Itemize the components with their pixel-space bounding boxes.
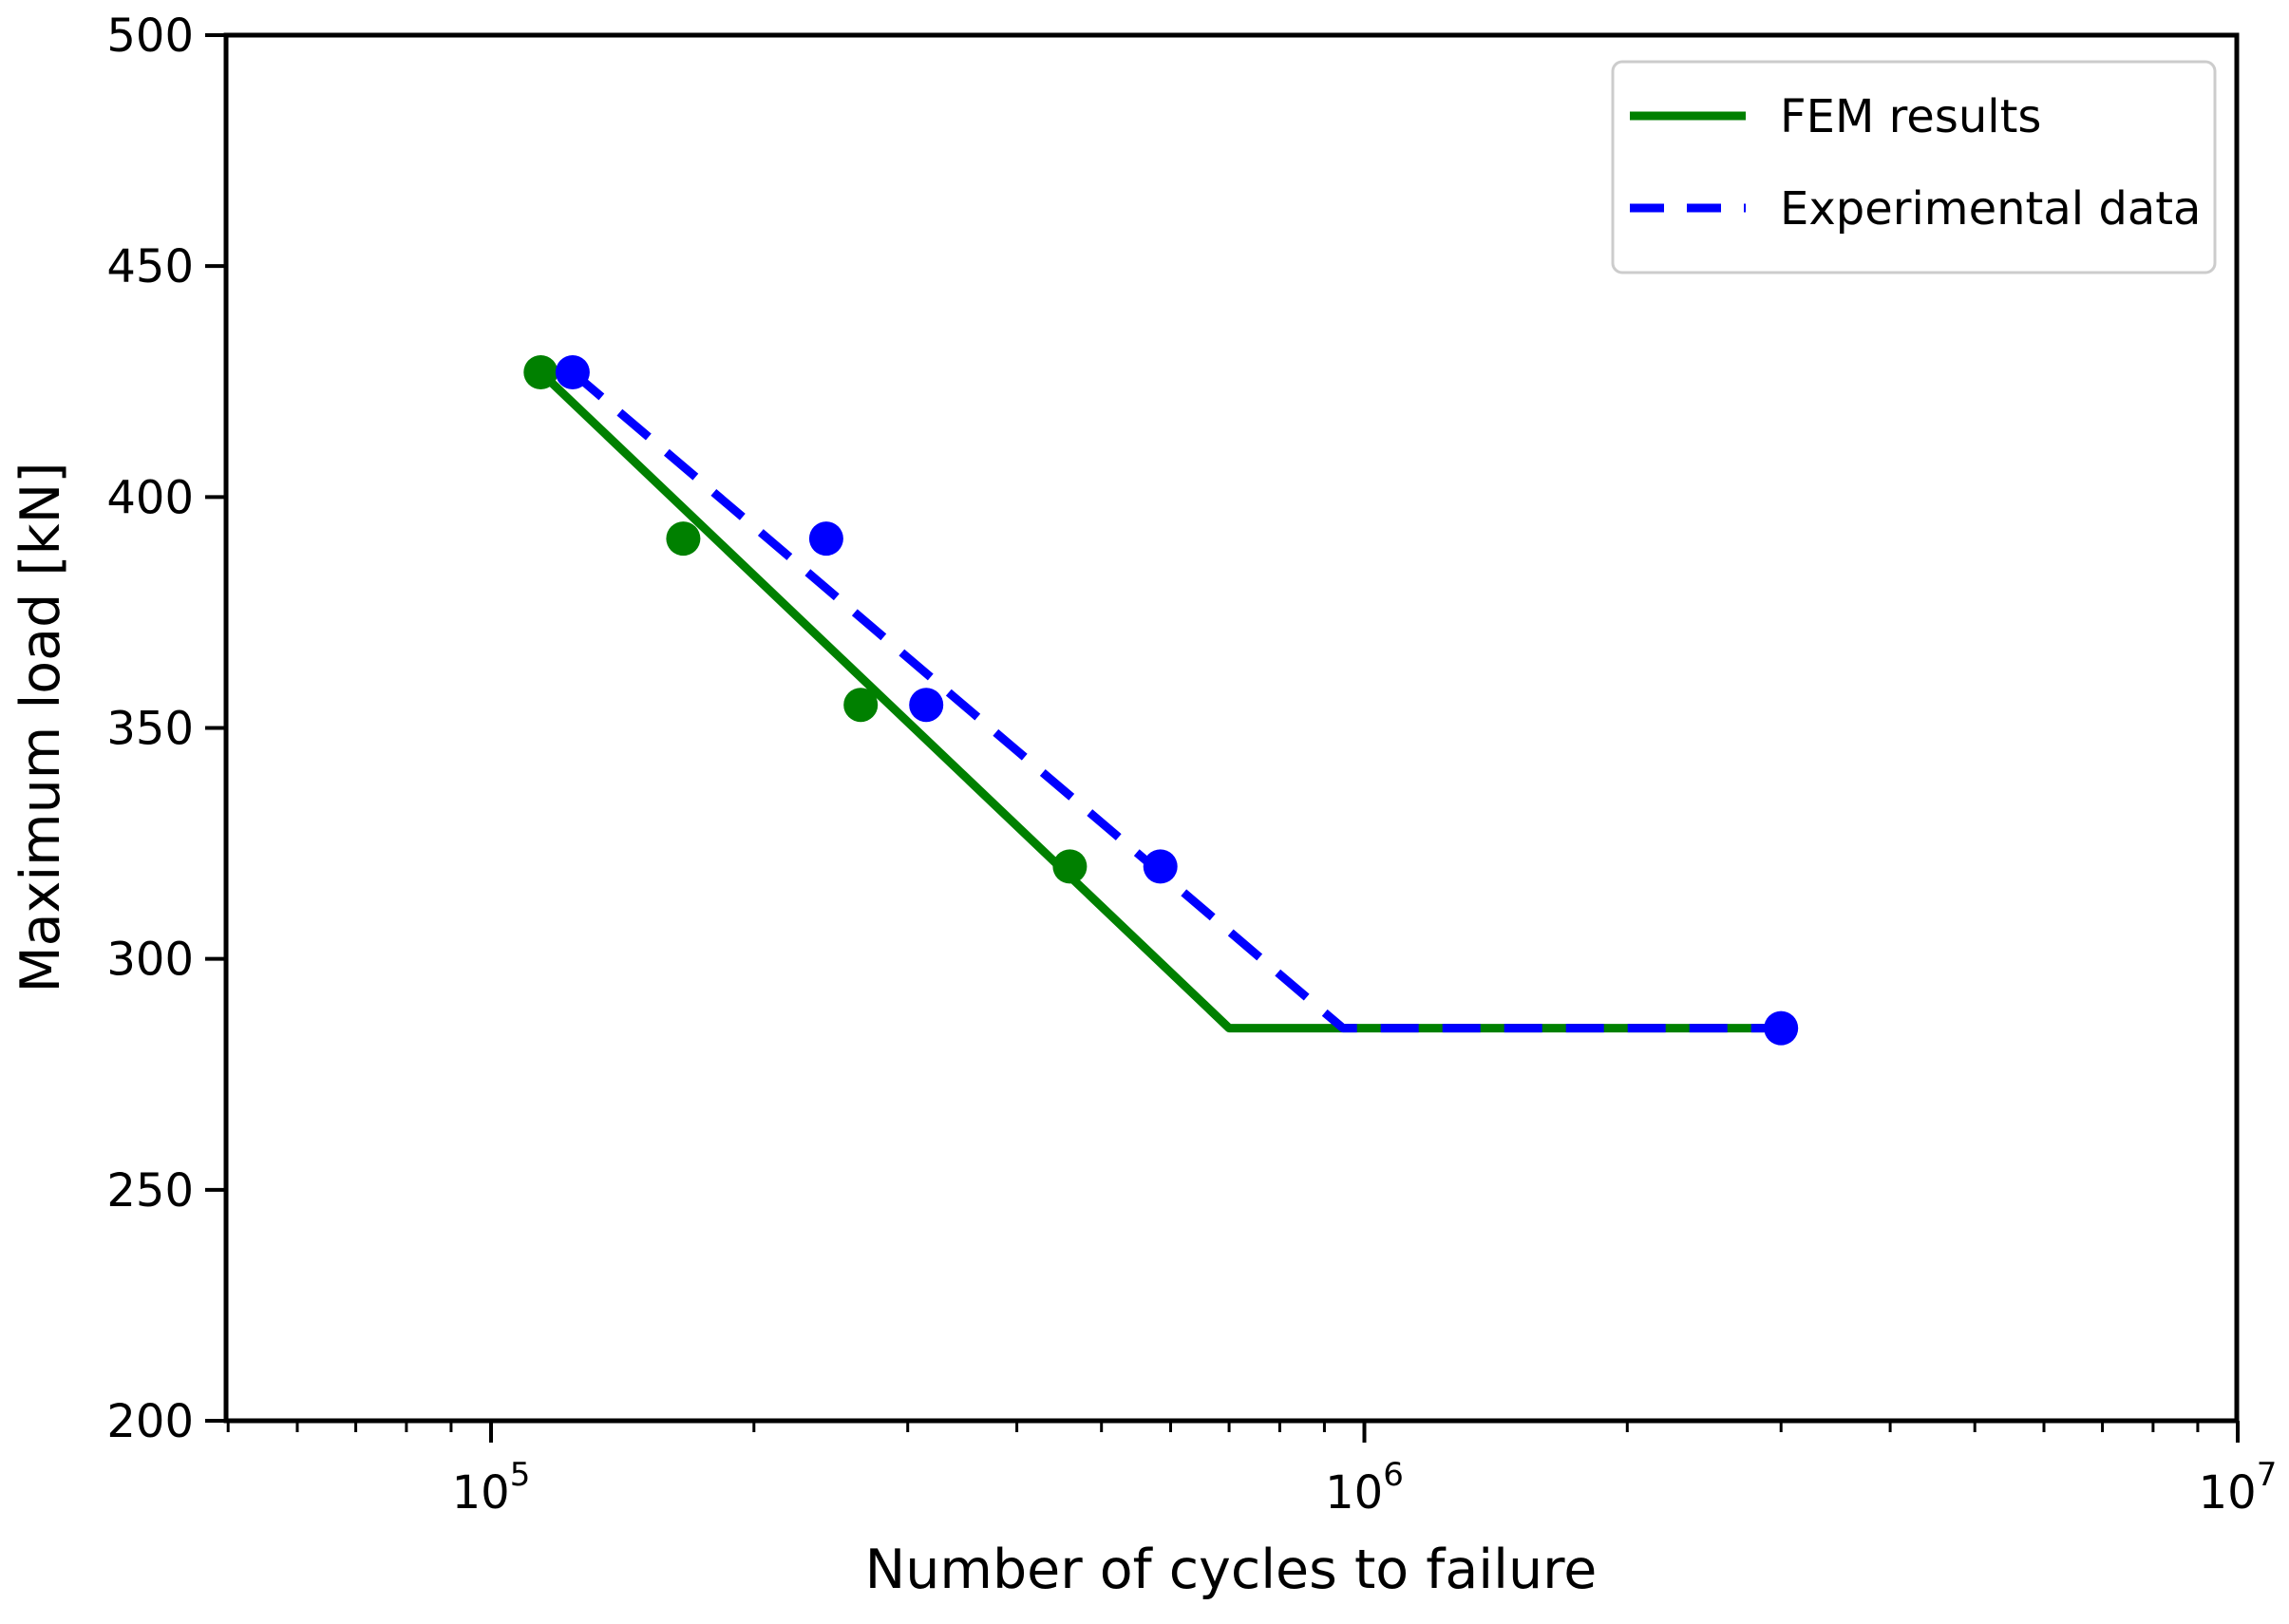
data-point-fem-results <box>523 355 558 389</box>
legend: FEM results Experimental data <box>1611 60 2217 274</box>
data-point-fem-results <box>1052 849 1088 884</box>
y-tick-label: 500 <box>106 9 194 63</box>
y-tick-label: 450 <box>106 240 194 293</box>
legend-label-experimental-data: Experimental data <box>1780 182 2201 236</box>
chart-series <box>523 355 1799 1046</box>
data-point-fem-results <box>843 688 879 723</box>
x-tick-label: 105 <box>452 1456 531 1520</box>
data-point-experimental-data <box>909 688 944 723</box>
y-tick-label: 350 <box>106 703 194 756</box>
series-line-experimental-data <box>569 368 1782 1033</box>
legend-box <box>1611 60 2217 274</box>
data-point-fem-results <box>666 521 701 557</box>
data-point-experimental-data <box>808 521 843 557</box>
y-tick-label: 300 <box>106 934 194 987</box>
y-tick-label: 400 <box>106 471 194 524</box>
y-tick-label: 200 <box>106 1395 194 1448</box>
y-tick-label: 250 <box>106 1164 194 1218</box>
x-tick-label: 107 <box>2199 1456 2278 1520</box>
data-point-experimental-data <box>555 355 590 389</box>
x-tick-label: 106 <box>1325 1456 1404 1520</box>
data-point-experimental-data <box>1143 849 1178 884</box>
legend-label-fem-results: FEM results <box>1780 90 2041 143</box>
series-line-fem-results <box>538 368 1782 1033</box>
data-point-experimental-data <box>1764 1010 1799 1046</box>
x-axis-label: Number of cycles to failure <box>865 1539 1598 1601</box>
axis-ticks: 500 450 400 350 300 250 200 105 106 107 <box>106 9 2277 1520</box>
y-axis-label: Maximum load [kN] <box>9 462 72 992</box>
